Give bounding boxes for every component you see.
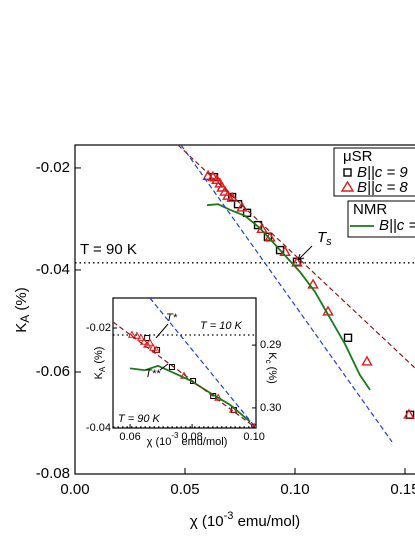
y2-tick-label: 0.29: [260, 339, 281, 351]
triangle-marker: [152, 345, 161, 353]
y-tick-label: -0.02: [86, 322, 111, 334]
triangle-marker: [136, 333, 146, 341]
fit-line: [177, 145, 415, 369]
x-tick-label: 0.10: [243, 431, 264, 443]
x-tick-label: 0.15: [390, 481, 415, 498]
x-axis-title-main: χ (10: [190, 513, 224, 530]
y2-tick-label: 0.30: [260, 402, 281, 414]
legend-marker: [343, 168, 352, 177]
y-axis-title-rest: (%): [13, 287, 30, 315]
x-axis-title-sup: -3: [171, 431, 179, 440]
triangle-marker: [139, 337, 149, 345]
legend-box: [347, 200, 415, 238]
triangle-marker: [127, 330, 137, 338]
triangle-marker: [251, 422, 256, 428]
y-tick-label: -0.02: [36, 159, 70, 176]
plot-area: [113, 298, 256, 428]
y-tick-label: -0.04: [36, 261, 70, 278]
legend-group: μSR: [343, 148, 373, 165]
y2-axis-title-rest: (%): [266, 364, 278, 384]
legend-label: B||c =: [379, 217, 415, 234]
y-tick-label: -0.04: [86, 422, 111, 434]
x-tick-label: 0.05: [170, 481, 199, 498]
annotation: T**: [145, 368, 161, 380]
annotation-sub: s: [326, 236, 332, 248]
nmr-line: [129, 364, 251, 423]
y-axis-title-rest: (%): [93, 347, 105, 367]
x-axis-title-rest: emu/mol): [178, 436, 227, 448]
fit-line: [180, 145, 393, 443]
y2-axis-title-sub: c: [264, 360, 273, 364]
fit-line: [113, 321, 256, 428]
legend-label: B||c = 8: [357, 179, 408, 196]
y-axis-title-main: K: [13, 323, 30, 333]
triangle-marker: [361, 355, 373, 366]
triangle-marker: [207, 170, 219, 181]
x-tick-label: 0.08: [181, 431, 202, 443]
x-tick-label: 0.00: [60, 481, 89, 498]
y-axis-title-sub: A: [98, 366, 107, 372]
x-axis-title: χ (10-3 emu/mol): [147, 431, 228, 448]
y-tick-label: -0.08: [36, 465, 70, 482]
y-axis-title: KA (%): [13, 287, 32, 333]
y-axis-title: KA (%): [93, 347, 107, 380]
square-marker: [343, 333, 353, 343]
x-tick-label: 0.06: [119, 431, 140, 443]
reference-label: T = 90 K: [80, 241, 137, 258]
legend-group: NMR: [353, 201, 387, 218]
legend-box: [333, 147, 415, 197]
nmr-line: [206, 203, 371, 391]
x-axis-title-sup: -3: [224, 510, 234, 522]
triangle-marker: [216, 181, 228, 192]
legend-label: B||c = 9: [357, 164, 408, 181]
legend-marker: [340, 180, 355, 192]
fit-line: [149, 298, 256, 428]
x-tick-label: 0.10: [280, 481, 309, 498]
annotation-arrow: [297, 245, 313, 261]
x-axis-title-main: χ (10: [147, 436, 172, 448]
triangle-marker: [148, 343, 158, 351]
triangle-marker: [226, 191, 238, 202]
y-axis-title-main: K: [93, 371, 105, 379]
triangle-marker: [291, 256, 303, 267]
triangle-marker: [132, 331, 141, 339]
triangle-marker: [403, 408, 415, 419]
plot-area: [75, 145, 415, 443]
y-axis-title-sub: A: [18, 315, 32, 323]
y2-axis-title: Kc (%): [264, 352, 278, 384]
annotation-main: T: [317, 229, 328, 246]
annotation-arrow: [155, 323, 169, 371]
annotation: Ts: [317, 229, 332, 248]
x-axis-title-rest: emu/mol): [233, 513, 300, 530]
y2-axis-title-main: K: [266, 352, 278, 360]
reference-label: T = 10 K: [200, 320, 243, 332]
inset-panel: 0.06 0.08 0.10 -0.04 -0.02 0.29 0.30 χ (10-3 em…: [86, 297, 281, 448]
reference-label: T = 90 K: [118, 413, 161, 425]
annotation: T*: [166, 312, 178, 324]
y-tick-label: -0.06: [36, 363, 70, 380]
triangle-marker: [145, 338, 155, 346]
x-axis-title: χ (10-3 emu/mol): [190, 510, 300, 530]
